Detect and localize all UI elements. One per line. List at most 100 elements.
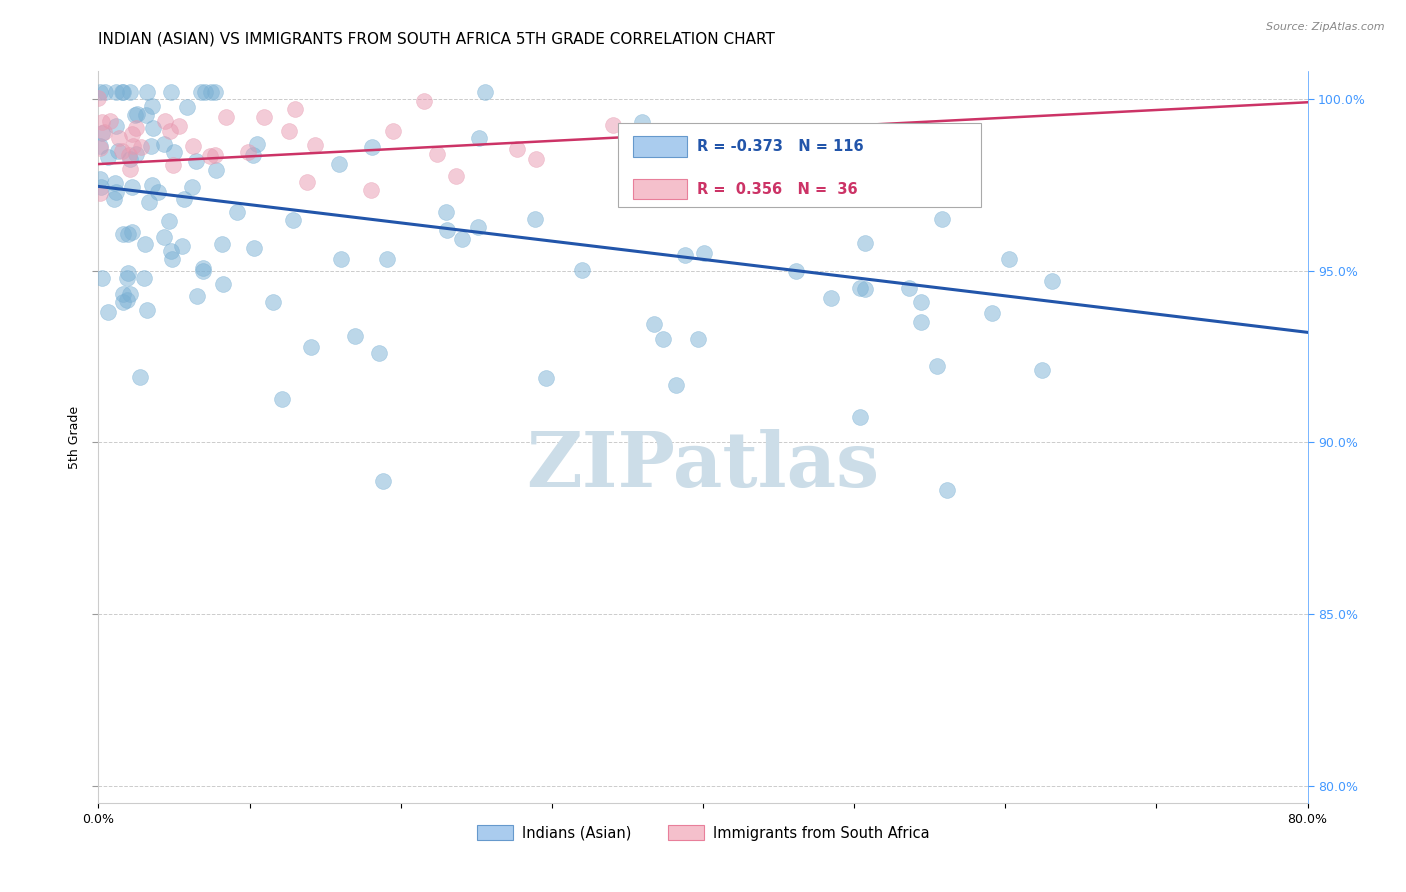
- Point: [91, 115, 114, 129]
- Point: [451, 232, 474, 246]
- Point: [136, 303, 159, 318]
- Point: [111, 286, 134, 301]
- Point: [191, 260, 214, 275]
- Point: [125, 146, 148, 161]
- Point: [446, 169, 468, 183]
- Point: [111, 85, 134, 99]
- Point: [204, 85, 226, 99]
- Point: [297, 175, 319, 189]
- FancyBboxPatch shape: [619, 122, 981, 207]
- Point: [925, 359, 948, 373]
- Point: [89, 141, 111, 155]
- Point: [125, 106, 148, 120]
- Point: [304, 138, 326, 153]
- Text: INDIAN (ASIAN) VS IMMIGRANTS FROM SOUTH AFRICA 5TH GRADE CORRELATION CHART: INDIAN (ASIAN) VS IMMIGRANTS FROM SOUTH …: [98, 31, 775, 46]
- Point: [122, 139, 145, 153]
- Point: [897, 186, 920, 201]
- Point: [253, 110, 276, 124]
- Point: [360, 183, 382, 197]
- Point: [897, 281, 920, 295]
- Point: [412, 94, 434, 108]
- Point: [162, 145, 184, 159]
- Point: [785, 263, 807, 277]
- Point: [343, 329, 366, 343]
- Point: [505, 142, 527, 156]
- Point: [104, 119, 127, 133]
- Point: [129, 140, 152, 154]
- Point: [382, 124, 405, 138]
- Point: [117, 266, 139, 280]
- Point: [910, 315, 932, 329]
- Point: [200, 149, 222, 163]
- Point: [121, 128, 143, 142]
- Point: [89, 186, 111, 200]
- Point: [373, 474, 395, 488]
- Point: [799, 186, 821, 201]
- Point: [278, 124, 301, 138]
- Point: [162, 158, 184, 172]
- Point: [108, 131, 131, 145]
- Point: [153, 229, 176, 244]
- Point: [124, 107, 146, 121]
- Point: [190, 85, 212, 99]
- Point: [281, 213, 304, 227]
- Point: [204, 148, 226, 162]
- Point: [104, 85, 127, 99]
- Point: [118, 287, 141, 301]
- Point: [104, 176, 127, 190]
- Point: [139, 139, 162, 153]
- Point: [120, 162, 142, 177]
- Point: [643, 317, 665, 331]
- Point: [173, 192, 195, 206]
- Point: [931, 212, 953, 227]
- Point: [262, 295, 284, 310]
- Point: [1031, 363, 1053, 377]
- Point: [426, 147, 449, 161]
- Point: [141, 178, 163, 192]
- Point: [125, 121, 148, 136]
- Point: [107, 144, 129, 158]
- Point: [103, 192, 125, 206]
- Point: [141, 99, 163, 113]
- Point: [170, 238, 193, 252]
- Point: [146, 185, 169, 199]
- Point: [1040, 273, 1063, 287]
- Point: [129, 370, 152, 384]
- Point: [238, 145, 260, 160]
- Point: [134, 237, 156, 252]
- Point: [91, 126, 114, 140]
- Point: [361, 140, 384, 154]
- Point: [87, 91, 110, 105]
- Point: [120, 85, 142, 99]
- Point: [153, 114, 176, 128]
- Point: [246, 136, 269, 151]
- Point: [468, 131, 491, 145]
- Point: [211, 237, 233, 252]
- FancyBboxPatch shape: [633, 136, 688, 157]
- Text: R =  0.356   N =  36: R = 0.356 N = 36: [697, 182, 858, 196]
- Point: [849, 281, 872, 295]
- Point: [853, 282, 876, 296]
- Point: [180, 180, 202, 194]
- Point: [135, 108, 157, 122]
- Point: [935, 483, 957, 497]
- Point: [630, 115, 652, 129]
- Point: [194, 85, 217, 99]
- Point: [200, 85, 222, 99]
- Point: [820, 291, 842, 305]
- Text: R = -0.373   N = 116: R = -0.373 N = 116: [697, 139, 863, 154]
- Point: [157, 214, 180, 228]
- Legend: Indians (Asian), Immigrants from South Africa: Indians (Asian), Immigrants from South A…: [471, 820, 935, 847]
- Point: [112, 85, 135, 99]
- Point: [436, 223, 458, 237]
- Point: [160, 85, 183, 99]
- Point: [104, 185, 127, 199]
- Point: [89, 85, 111, 99]
- Point: [375, 252, 398, 266]
- Point: [160, 244, 183, 258]
- Point: [284, 103, 307, 117]
- Point: [523, 212, 546, 227]
- Point: [111, 227, 134, 241]
- Point: [602, 118, 624, 132]
- Point: [467, 220, 489, 235]
